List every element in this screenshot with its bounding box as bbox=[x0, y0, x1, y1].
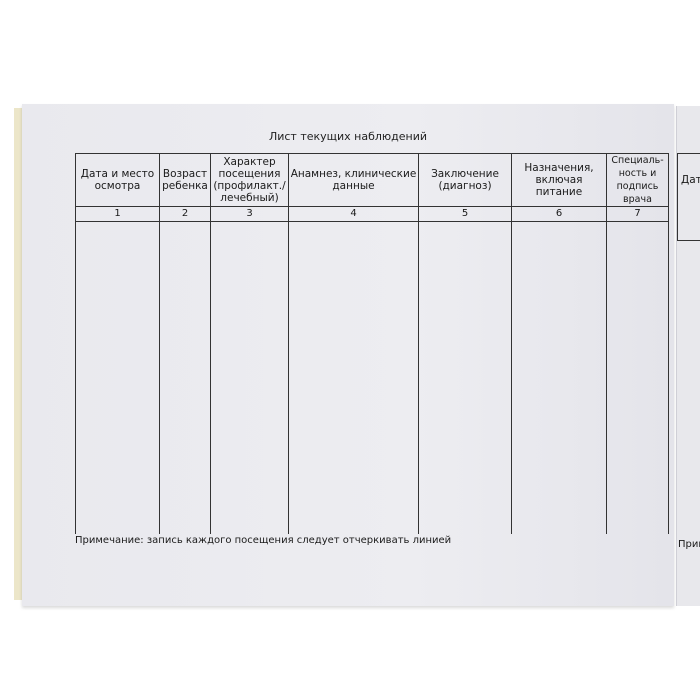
notebook-spine bbox=[14, 108, 24, 600]
entry-area bbox=[75, 221, 669, 534]
entry-cell[interactable] bbox=[418, 221, 512, 534]
footnote: Примечание: запись каждого посещения сле… bbox=[75, 535, 452, 546]
header-row: Дата и место осмотра Возраст ребенка Хар… bbox=[75, 153, 669, 207]
column-header: Анамнез, клинические данные bbox=[288, 153, 419, 207]
column-number: 2 bbox=[159, 206, 211, 222]
column-header: Специаль-ность и подпись врача bbox=[606, 153, 669, 207]
number-row: 1 2 3 4 5 6 7 bbox=[75, 206, 669, 222]
column-header: Заключение (диагноз) bbox=[418, 153, 512, 207]
column-number: 4 bbox=[288, 206, 419, 222]
column-number: 5 bbox=[418, 206, 512, 222]
observation-table: Дата и место осмотра Возраст ребенка Хар… bbox=[75, 153, 669, 534]
entry-cell[interactable] bbox=[606, 221, 669, 534]
column-header: Возраст ребенка bbox=[159, 153, 211, 207]
entry-cell[interactable] bbox=[159, 221, 211, 534]
entry-cell[interactable] bbox=[75, 221, 160, 534]
column-number: 6 bbox=[511, 206, 607, 222]
page-title: Лист текущих наблюдений bbox=[268, 130, 428, 143]
column-header: Дата и место осмотра bbox=[75, 153, 160, 207]
entry-cell[interactable] bbox=[210, 221, 289, 534]
column-number: 3 bbox=[210, 206, 289, 222]
entry-cell[interactable] bbox=[511, 221, 607, 534]
column-header-text: Специаль-ность и подпись врача bbox=[611, 155, 664, 205]
entry-cell[interactable] bbox=[288, 221, 419, 534]
column-header: Характер посещения (профилакт./ лечебный… bbox=[210, 153, 289, 207]
form-page: Лист текущих наблюдений Дата и место осм… bbox=[22, 104, 674, 606]
next-page-edge: Дата Прим bbox=[676, 106, 700, 606]
column-header: Назначения, включая питание bbox=[511, 153, 607, 207]
next-page-note: Прим bbox=[678, 539, 700, 550]
column-number: 7 bbox=[606, 206, 669, 222]
next-page-header: Дата bbox=[677, 153, 700, 241]
column-number: 1 bbox=[75, 206, 160, 222]
